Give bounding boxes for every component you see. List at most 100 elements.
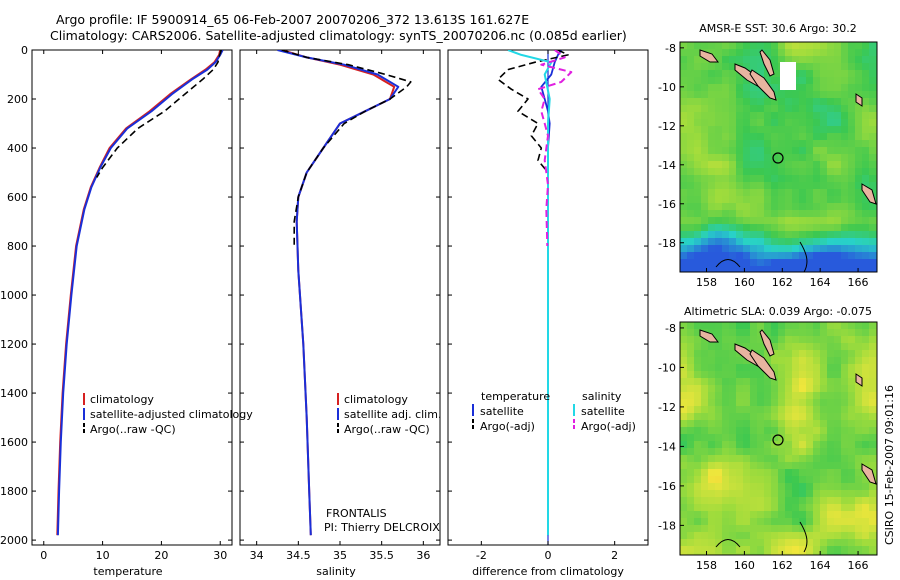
- map-cell: [806, 427, 814, 435]
- map-cell: [694, 252, 702, 260]
- map-cell: [869, 399, 877, 407]
- map-cell: [729, 154, 737, 162]
- map-cell: [834, 168, 842, 176]
- map-cell: [722, 203, 730, 211]
- map-cell: [687, 385, 695, 393]
- map-cell: [841, 469, 849, 477]
- map-cell: [813, 245, 821, 253]
- map-cell: [827, 98, 835, 106]
- map-cell: [729, 469, 737, 477]
- series-line-salinity-satellite: [507, 50, 553, 536]
- map-cell: [855, 105, 863, 113]
- map-cell: [834, 392, 842, 400]
- map-cell: [813, 483, 821, 491]
- map-cell: [848, 196, 856, 204]
- map-cell: [862, 210, 870, 218]
- map-cell: [820, 154, 828, 162]
- map-cell: [764, 70, 772, 78]
- map-cell: [834, 336, 842, 344]
- map-cell: [743, 483, 751, 491]
- map-cell: [820, 476, 828, 484]
- map-cell: [827, 469, 835, 477]
- map-cell: [757, 63, 765, 71]
- map-cell: [862, 455, 870, 463]
- map-cell: [855, 203, 863, 211]
- depth-tick-label: 400: [7, 142, 28, 155]
- map-cell: [757, 406, 765, 414]
- map-cell: [771, 245, 779, 253]
- map-cell: [792, 434, 800, 442]
- map-cell: [736, 266, 744, 272]
- map-cell: [778, 322, 786, 330]
- map-cell: [799, 406, 807, 414]
- map-cell: [722, 91, 730, 99]
- map-cell: [687, 266, 695, 272]
- map-cell: [862, 399, 870, 407]
- map-cell: [792, 196, 800, 204]
- map-cell: [792, 399, 800, 407]
- map-cell: [687, 476, 695, 484]
- map-cell: [827, 70, 835, 78]
- lat-tick-label: -16: [658, 480, 676, 493]
- map-cell: [743, 427, 751, 435]
- map-cell: [785, 133, 793, 141]
- map-cell: [708, 161, 716, 169]
- map-cell: [848, 105, 856, 113]
- map-cell: [862, 133, 870, 141]
- map-cell: [736, 413, 744, 421]
- map-cell: [827, 329, 835, 337]
- map-cell: [729, 217, 737, 225]
- map-cell: [764, 119, 772, 127]
- map-cell: [764, 357, 772, 365]
- map-cell: [855, 329, 863, 337]
- map-cell: [785, 364, 793, 372]
- map-cell: [694, 364, 702, 372]
- map-cell: [715, 441, 723, 449]
- map-cell: [806, 532, 814, 540]
- map-cell: [687, 343, 695, 351]
- map-cell: [855, 168, 863, 176]
- map-cell: [869, 420, 877, 428]
- map-cell: [841, 91, 849, 99]
- map-cell: [736, 140, 744, 148]
- map-cell: [736, 441, 744, 449]
- map-cell: [715, 476, 723, 484]
- map-cell: [750, 462, 758, 470]
- map-cell: [694, 42, 702, 50]
- map-cell: [792, 406, 800, 414]
- map-cell: [778, 259, 786, 267]
- map-cell: [869, 483, 877, 491]
- map-cell: [736, 175, 744, 183]
- map-cell: [806, 504, 814, 512]
- map-cell: [827, 511, 835, 519]
- legend-label: satellite: [480, 405, 524, 418]
- map-cell: [785, 497, 793, 505]
- map-cell: [862, 119, 870, 127]
- map-cell: [750, 399, 758, 407]
- map-cell: [708, 504, 716, 512]
- map-cell: [827, 385, 835, 393]
- map-cell: [680, 406, 688, 414]
- map-cell: [813, 154, 821, 162]
- map-cell: [764, 490, 772, 498]
- map-cell: [841, 329, 849, 337]
- map-cell: [743, 49, 751, 57]
- map-cell: [729, 539, 737, 547]
- map-cell: [771, 49, 779, 57]
- map-cell: [806, 245, 814, 253]
- map-cell: [785, 553, 793, 555]
- map-cell: [862, 420, 870, 428]
- map-cell: [729, 63, 737, 71]
- map-cell: [792, 357, 800, 365]
- map-cell: [848, 161, 856, 169]
- map-cell: [701, 378, 709, 386]
- map-cell: [701, 525, 709, 533]
- map-cell: [757, 175, 765, 183]
- map-cell: [722, 49, 730, 57]
- map-cell: [722, 427, 730, 435]
- chart-title-line1: Argo profile: IF 5900914_65 06-Feb-2007 …: [56, 12, 530, 27]
- map-cell: [771, 329, 779, 337]
- map-cell: [743, 399, 751, 407]
- sla-map-title: Altimetric SLA: 0.039 Argo: -0.075: [684, 305, 872, 318]
- map-cell: [771, 161, 779, 169]
